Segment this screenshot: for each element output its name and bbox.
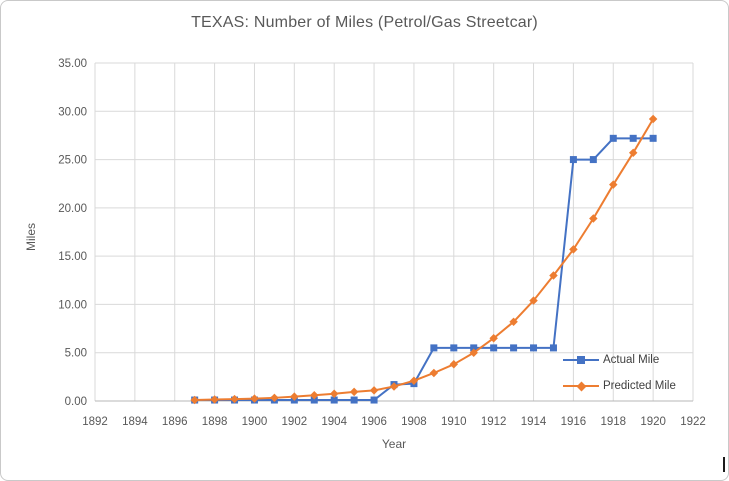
data-point-marker [589, 156, 597, 164]
x-tick-label: 1910 [441, 416, 467, 428]
data-point-marker [190, 395, 199, 405]
x-tick-label: 1922 [680, 416, 706, 428]
data-point-marker [250, 394, 259, 403]
data-point-marker [450, 344, 458, 352]
data-point-marker [310, 396, 318, 404]
legend-item-predicted: Predicted Mile [563, 373, 676, 399]
y-tick-label: 5.00 [65, 348, 87, 360]
text-cursor-artifact [723, 457, 725, 472]
data-point-marker [509, 317, 518, 327]
data-point-marker [210, 395, 219, 404]
legend: Actual Mile Predicted Mile [563, 347, 676, 399]
legend-item-actual: Actual Mile [563, 347, 676, 373]
data-point-marker [330, 396, 338, 404]
data-point-marker [489, 333, 498, 343]
data-point-marker [549, 344, 557, 352]
data-point-marker [649, 134, 657, 142]
data-point-marker [629, 134, 637, 142]
data-point-marker [429, 368, 439, 378]
legend-label-predicted: Predicted Mile [603, 380, 676, 392]
legend-marker-actual-square-icon [563, 355, 599, 365]
x-tick-label: 1918 [600, 416, 626, 428]
y-tick-label: 15.00 [58, 251, 87, 263]
data-point-marker [409, 376, 419, 385]
x-tick-label: 1894 [122, 416, 148, 428]
data-point-marker [349, 387, 359, 397]
legend-label-actual: Actual Mile [603, 354, 660, 366]
data-point-marker [230, 394, 239, 404]
y-axis-title: Miles [24, 222, 38, 252]
x-tick-label: 1908 [401, 416, 427, 428]
legend-marker-predicted-diamond-icon [563, 381, 599, 392]
x-tick-label: 1916 [561, 416, 587, 428]
axis-tick-labels: 0.00 5.00 10.00 15.00 20.00 25.00 30.00 35.00 18… [58, 58, 706, 428]
data-point-marker [469, 348, 478, 357]
x-tick-label: 1920 [640, 416, 666, 428]
x-tick-label: 1892 [82, 416, 108, 428]
x-tick-label: 1898 [202, 416, 228, 428]
data-point-marker [389, 382, 399, 391]
data-point-marker [569, 156, 577, 164]
y-tick-label: 0.00 [65, 396, 87, 408]
x-axis-title: Year [381, 437, 407, 451]
y-tick-label: 25.00 [58, 155, 87, 167]
data-point-marker [648, 114, 658, 124]
y-tick-label: 20.00 [58, 203, 87, 215]
data-point-marker [329, 389, 339, 398]
x-tick-label: 1912 [481, 416, 507, 428]
data-point-marker [350, 396, 358, 404]
x-tick-label: 1900 [242, 416, 268, 428]
y-tick-label: 10.00 [58, 299, 87, 311]
x-tick-label: 1914 [521, 416, 547, 428]
x-tick-label: 1896 [162, 416, 188, 428]
data-point-marker [549, 271, 558, 280]
data-point-marker [430, 344, 438, 352]
y-tick-label: 30.00 [58, 106, 87, 118]
data-point-marker [530, 344, 538, 352]
data-point-marker [290, 392, 299, 401]
y-tick-label: 35.00 [58, 58, 87, 70]
data-point-marker [449, 360, 459, 369]
x-tick-label: 1906 [361, 416, 387, 428]
data-point-marker [490, 344, 498, 352]
x-tick-label: 1904 [321, 416, 347, 428]
chart-title: TEXAS: Number of Miles (Petrol/Gas Stree… [191, 14, 538, 31]
data-point-marker [510, 344, 518, 352]
data-point-marker [369, 386, 379, 395]
x-tick-label: 1902 [282, 416, 308, 428]
data-point-marker [370, 396, 378, 404]
data-point-marker [470, 344, 478, 352]
data-point-marker [310, 390, 319, 400]
data-point-marker [609, 134, 617, 142]
data-point-marker [529, 296, 538, 305]
data-point-marker [270, 393, 279, 403]
